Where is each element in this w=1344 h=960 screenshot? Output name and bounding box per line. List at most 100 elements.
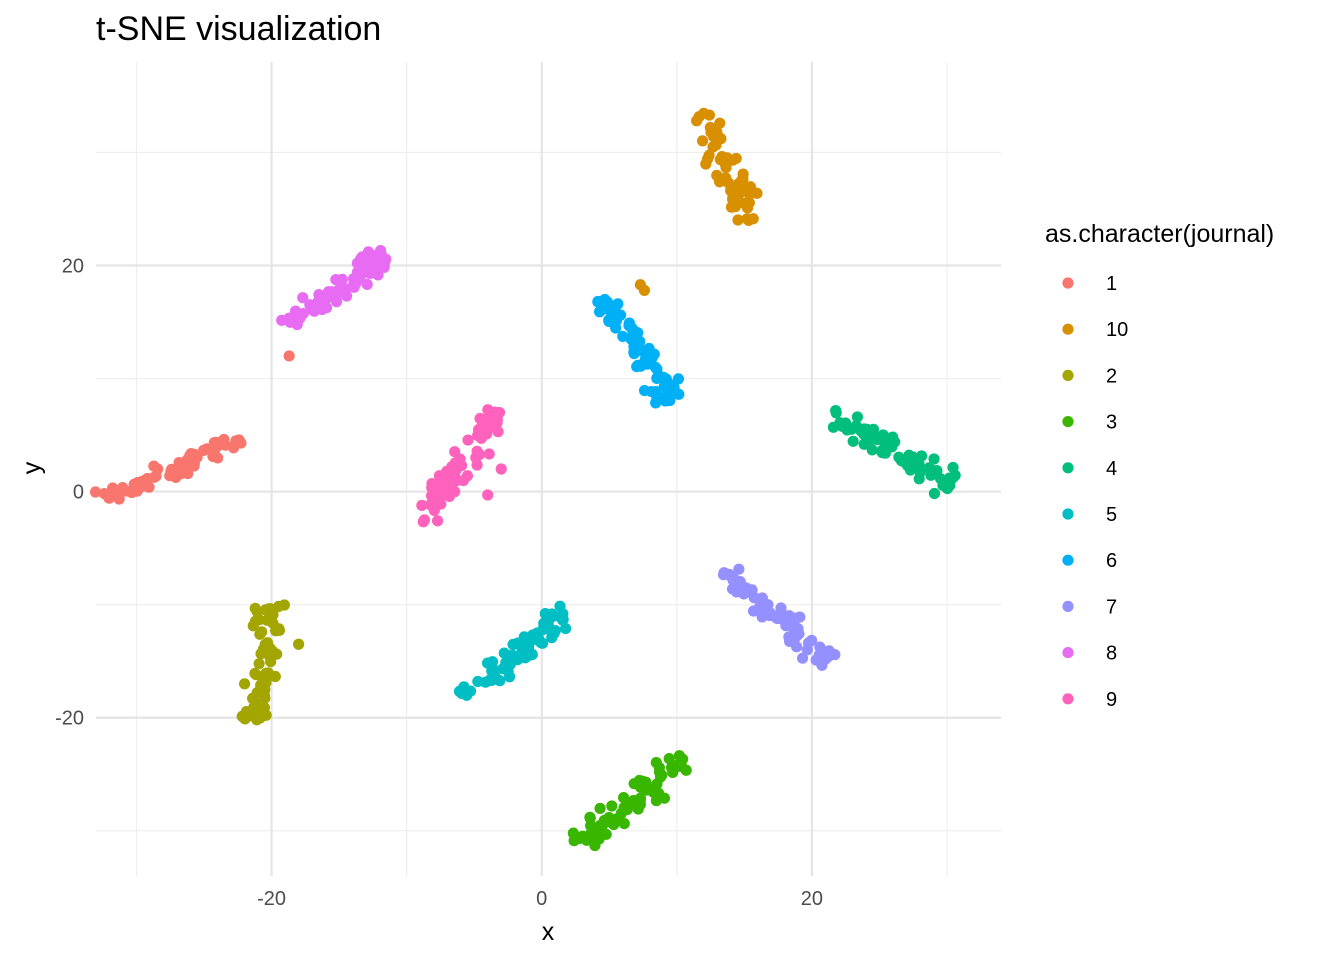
data-point [618, 802, 630, 814]
data-point [756, 611, 768, 623]
data-point [472, 675, 484, 688]
data-point [208, 436, 220, 449]
data-point [320, 302, 333, 314]
data-point [148, 471, 160, 483]
data-point [720, 161, 732, 174]
data-point [198, 444, 210, 456]
data-point [498, 647, 510, 659]
data-point [942, 477, 954, 489]
series-4 [827, 405, 961, 500]
series-3 [567, 750, 692, 852]
data-point [554, 600, 566, 612]
data-point [236, 710, 248, 722]
data-point [312, 295, 325, 307]
data-point [606, 800, 618, 812]
data-point [434, 483, 447, 495]
data-point [847, 435, 859, 447]
x-tick-label: 20 [801, 888, 823, 910]
data-point [589, 839, 601, 852]
legend-key [1062, 323, 1074, 335]
data-point [283, 350, 295, 362]
data-point [814, 641, 826, 653]
data-point [369, 263, 381, 275]
data-point [291, 318, 303, 331]
y-axis: -20 0 20 [55, 256, 84, 730]
data-point [733, 563, 745, 575]
x-tick-label: -20 [257, 888, 286, 910]
legend-label: 6 [1106, 550, 1117, 572]
data-point [251, 605, 263, 618]
legend-label: 4 [1106, 458, 1117, 480]
data-point [597, 826, 609, 838]
data-point [697, 135, 709, 147]
data-point [886, 434, 899, 446]
x-axis-title: x [542, 918, 555, 946]
data-point [165, 465, 177, 478]
data-point [557, 613, 569, 626]
data-point [673, 760, 685, 772]
data-point [700, 158, 712, 170]
legend-key [1062, 554, 1074, 566]
data-point [326, 286, 338, 298]
data-point [416, 499, 428, 511]
data-point [858, 423, 870, 435]
data-point [218, 433, 230, 446]
data-point [756, 592, 768, 604]
data-point [927, 464, 939, 477]
data-point [497, 663, 509, 675]
data-point [293, 638, 305, 650]
legend-label: 1 [1106, 273, 1117, 295]
legend-label: 9 [1106, 689, 1117, 711]
data-point [727, 154, 739, 166]
data-point [297, 292, 309, 304]
series-9 [416, 404, 507, 528]
data-point [540, 623, 552, 635]
data-point [238, 678, 251, 690]
x-tick-label: 0 [536, 888, 547, 910]
data-point [89, 486, 102, 498]
legend-label: 10 [1106, 319, 1128, 341]
grid [96, 62, 1001, 876]
data-point [143, 481, 155, 493]
series-6 [592, 293, 685, 409]
data-point [259, 692, 271, 704]
data-point [594, 802, 606, 815]
data-point [148, 460, 160, 472]
data-point [184, 449, 196, 462]
points-layer [89, 107, 961, 852]
data-point [599, 293, 611, 306]
data-point [443, 490, 456, 502]
data-point [802, 637, 815, 649]
data-point [527, 629, 539, 641]
data-point [928, 487, 941, 500]
data-point [253, 658, 265, 670]
data-point [454, 453, 466, 465]
data-point [175, 468, 187, 480]
y-tick-label: 20 [62, 256, 84, 278]
data-point [107, 482, 119, 494]
legend: as.character(journal) 1 10 2 3 4 5 6 7 8 9 [1045, 220, 1274, 711]
data-point [810, 654, 822, 666]
legend-key [1062, 462, 1074, 474]
data-point [830, 407, 842, 419]
legend-label: 2 [1106, 365, 1117, 387]
data-point [117, 481, 129, 494]
data-point [424, 499, 436, 511]
legend-title: as.character(journal) [1045, 220, 1274, 248]
data-point [658, 392, 670, 404]
data-point [846, 423, 858, 435]
data-point [471, 445, 483, 457]
data-point [748, 592, 760, 604]
data-point [640, 776, 652, 788]
data-point [431, 515, 444, 527]
legend-key [1062, 416, 1074, 428]
data-point [361, 278, 373, 290]
data-point [600, 816, 612, 828]
data-point [457, 474, 469, 487]
data-point [851, 411, 863, 423]
x-axis: -20 0 20 [257, 888, 823, 910]
data-point [723, 568, 735, 580]
data-point [485, 674, 498, 687]
data-point [492, 426, 504, 438]
